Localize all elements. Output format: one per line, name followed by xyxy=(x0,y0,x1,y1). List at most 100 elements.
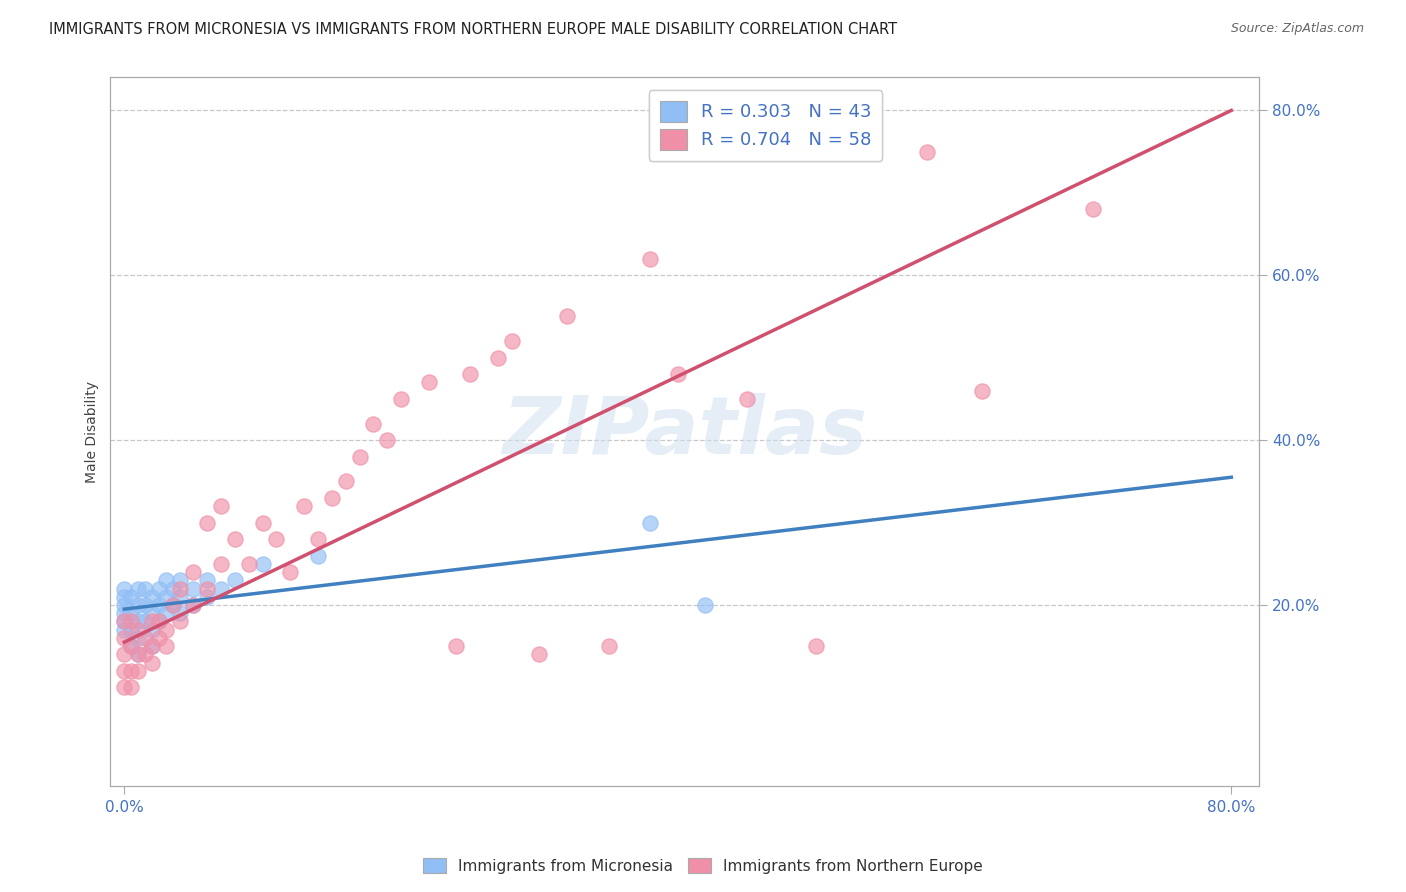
Point xyxy=(529,648,551,662)
Point xyxy=(389,392,412,406)
Point xyxy=(112,598,135,612)
Point xyxy=(307,532,329,546)
Point xyxy=(120,590,142,604)
Point xyxy=(127,648,149,662)
Point xyxy=(141,656,163,670)
Point xyxy=(638,252,661,266)
Point xyxy=(183,582,205,596)
Point xyxy=(335,475,357,489)
Point xyxy=(169,607,191,621)
Point xyxy=(148,598,170,612)
Point xyxy=(209,557,232,571)
Point xyxy=(141,607,163,621)
Point xyxy=(127,615,149,629)
Point xyxy=(148,615,170,629)
Point xyxy=(162,598,184,612)
Point xyxy=(120,623,142,637)
Point xyxy=(120,615,142,629)
Point xyxy=(195,582,218,596)
Point xyxy=(127,582,149,596)
Point xyxy=(134,598,156,612)
Point xyxy=(375,433,398,447)
Point xyxy=(127,664,149,678)
Point xyxy=(155,607,177,621)
Point xyxy=(134,615,156,629)
Point xyxy=(169,574,191,588)
Point xyxy=(169,615,191,629)
Point xyxy=(252,516,274,530)
Text: IMMIGRANTS FROM MICRONESIA VS IMMIGRANTS FROM NORTHERN EUROPE MALE DISABILITY CO: IMMIGRANTS FROM MICRONESIA VS IMMIGRANTS… xyxy=(49,22,897,37)
Point xyxy=(209,582,232,596)
Point xyxy=(134,631,156,645)
Legend: R = 0.303   N = 43, R = 0.704   N = 58: R = 0.303 N = 43, R = 0.704 N = 58 xyxy=(648,90,883,161)
Point xyxy=(112,582,135,596)
Point xyxy=(127,648,149,662)
Point xyxy=(148,615,170,629)
Point xyxy=(120,639,142,653)
Point xyxy=(638,516,661,530)
Point xyxy=(127,623,149,637)
Point xyxy=(112,648,135,662)
Point xyxy=(735,392,758,406)
Point xyxy=(915,145,938,159)
Point xyxy=(112,607,135,621)
Point xyxy=(278,565,301,579)
Point xyxy=(127,598,149,612)
Point xyxy=(321,491,343,505)
Point xyxy=(148,631,170,645)
Point xyxy=(292,499,315,513)
Point xyxy=(120,664,142,678)
Point xyxy=(224,574,246,588)
Y-axis label: Male Disability: Male Disability xyxy=(86,381,100,483)
Point xyxy=(501,334,523,349)
Point xyxy=(120,681,142,695)
Point xyxy=(363,417,385,431)
Point xyxy=(141,615,163,629)
Point xyxy=(155,590,177,604)
Point xyxy=(195,590,218,604)
Point xyxy=(141,623,163,637)
Point xyxy=(141,639,163,653)
Point xyxy=(141,639,163,653)
Point xyxy=(804,639,827,653)
Point xyxy=(112,615,135,629)
Text: ZIPatlas: ZIPatlas xyxy=(502,392,868,471)
Point xyxy=(112,664,135,678)
Point xyxy=(141,590,163,604)
Point xyxy=(112,590,135,604)
Point xyxy=(666,368,689,382)
Point xyxy=(134,582,156,596)
Point xyxy=(695,598,717,612)
Point xyxy=(238,557,260,571)
Point xyxy=(169,590,191,604)
Point xyxy=(183,598,205,612)
Point xyxy=(155,639,177,653)
Point xyxy=(155,574,177,588)
Point xyxy=(458,368,481,382)
Point xyxy=(224,532,246,546)
Point xyxy=(972,384,994,398)
Point xyxy=(162,582,184,596)
Point xyxy=(349,450,371,464)
Point xyxy=(446,639,468,653)
Point xyxy=(183,598,205,612)
Point xyxy=(148,582,170,596)
Point xyxy=(598,639,620,653)
Point xyxy=(1081,202,1104,217)
Point xyxy=(155,623,177,637)
Point xyxy=(112,631,135,645)
Text: Source: ZipAtlas.com: Source: ZipAtlas.com xyxy=(1230,22,1364,36)
Point xyxy=(209,499,232,513)
Point xyxy=(134,648,156,662)
Point xyxy=(169,582,191,596)
Point xyxy=(120,639,142,653)
Legend: Immigrants from Micronesia, Immigrants from Northern Europe: Immigrants from Micronesia, Immigrants f… xyxy=(416,852,990,880)
Point xyxy=(486,351,509,365)
Point xyxy=(195,516,218,530)
Point xyxy=(266,532,288,546)
Point xyxy=(112,681,135,695)
Point xyxy=(120,607,142,621)
Point xyxy=(555,310,578,324)
Point xyxy=(252,557,274,571)
Point xyxy=(418,376,440,390)
